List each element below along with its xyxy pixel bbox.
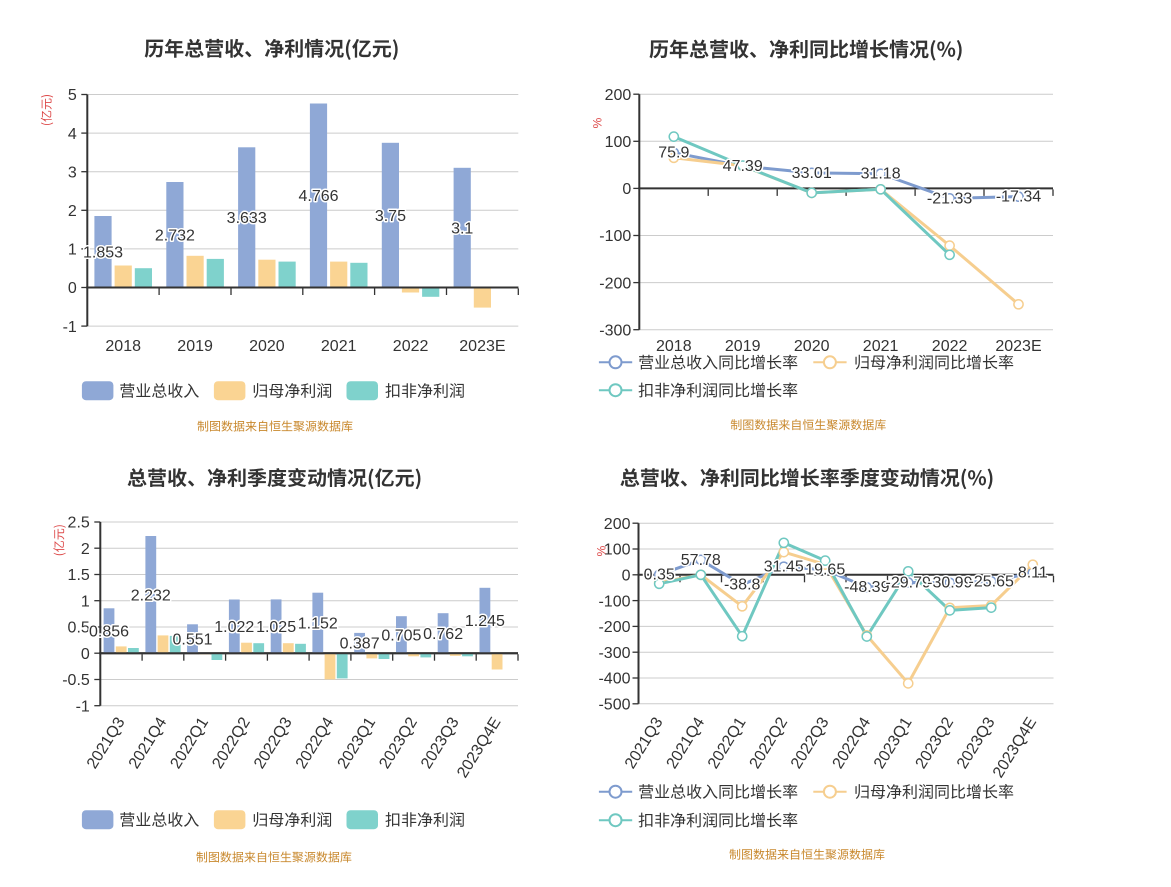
svg-text:3.633: 3.633: [227, 210, 267, 227]
svg-text:1: 1: [81, 593, 90, 610]
svg-text:0: 0: [622, 568, 631, 585]
svg-text:2: 2: [68, 203, 77, 220]
svg-text:3.1: 3.1: [451, 220, 473, 237]
svg-text:0.5: 0.5: [68, 620, 90, 637]
svg-text:-30.99: -30.99: [927, 575, 972, 592]
svg-text:-21.33: -21.33: [927, 190, 972, 207]
svg-text:-200: -200: [599, 275, 631, 292]
svg-text:0.387: 0.387: [340, 636, 380, 653]
svg-text:0.551: 0.551: [172, 631, 212, 648]
svg-text:1: 1: [68, 242, 77, 259]
svg-text:2.232: 2.232: [131, 587, 171, 604]
svg-text:-17.34: -17.34: [996, 189, 1041, 206]
svg-text:200: 200: [605, 87, 632, 104]
svg-text:1.152: 1.152: [298, 616, 338, 633]
svg-text:3: 3: [68, 164, 77, 181]
svg-text:-1: -1: [63, 319, 77, 336]
svg-text:2022: 2022: [932, 338, 968, 355]
svg-text:-38.8: -38.8: [724, 577, 761, 594]
svg-text:2023E: 2023E: [459, 338, 505, 355]
svg-text:1.853: 1.853: [83, 244, 123, 261]
svg-text:2018: 2018: [105, 338, 141, 355]
svg-text:47.39: 47.39: [723, 158, 763, 175]
svg-text:2021: 2021: [321, 338, 357, 355]
svg-text:4.766: 4.766: [298, 188, 338, 205]
svg-text:0: 0: [68, 280, 77, 297]
svg-text:33.01: 33.01: [792, 165, 832, 182]
svg-text:-100: -100: [599, 228, 631, 245]
svg-text:100: 100: [605, 134, 632, 151]
svg-text:0: 0: [81, 646, 90, 663]
svg-text:4: 4: [68, 126, 77, 143]
svg-text:-48.39: -48.39: [844, 579, 889, 596]
svg-text:1.022: 1.022: [214, 619, 254, 636]
svg-text:-500: -500: [598, 697, 630, 714]
svg-text:0.856: 0.856: [89, 623, 129, 640]
svg-text:2022: 2022: [393, 338, 429, 355]
svg-text:100: 100: [604, 542, 631, 559]
svg-text:1.5: 1.5: [68, 567, 90, 584]
svg-text:1.025: 1.025: [256, 619, 296, 636]
svg-text:0.762: 0.762: [423, 626, 463, 643]
svg-text:1.245: 1.245: [465, 613, 505, 630]
svg-text:%: %: [594, 545, 608, 556]
svg-text:0: 0: [622, 181, 631, 198]
svg-text:31.18: 31.18: [861, 166, 901, 183]
svg-text:0.35: 0.35: [644, 567, 675, 584]
svg-text:2019: 2019: [177, 338, 213, 355]
svg-text:3.75: 3.75: [375, 208, 406, 225]
svg-text:2.732: 2.732: [155, 228, 195, 245]
svg-text:75.9: 75.9: [658, 145, 689, 162]
svg-text:57.78: 57.78: [681, 552, 721, 569]
svg-text:0.705: 0.705: [381, 627, 421, 644]
svg-text:%: %: [591, 117, 605, 128]
svg-text:8.11: 8.11: [1018, 565, 1048, 582]
svg-text:-100: -100: [598, 593, 630, 610]
svg-text:-200: -200: [598, 619, 630, 636]
svg-text:-25.65: -25.65: [969, 573, 1014, 590]
svg-text:2: 2: [81, 541, 90, 558]
svg-text:-300: -300: [599, 322, 631, 339]
svg-text:2.5: 2.5: [68, 515, 90, 532]
svg-text:5: 5: [68, 87, 77, 104]
svg-text:2020: 2020: [794, 338, 830, 355]
svg-text:2021: 2021: [863, 338, 899, 355]
svg-text:2018: 2018: [656, 338, 692, 355]
svg-text:-400: -400: [598, 671, 630, 688]
svg-text:2020: 2020: [249, 338, 285, 355]
svg-text:31.45: 31.45: [764, 559, 804, 576]
svg-text:2019: 2019: [725, 338, 761, 355]
svg-text:-1: -1: [76, 698, 90, 715]
svg-text:-0.5: -0.5: [62, 672, 90, 689]
svg-text:19.65: 19.65: [805, 562, 845, 579]
svg-text:-29.79: -29.79: [886, 574, 931, 591]
svg-text:200: 200: [604, 516, 631, 533]
svg-text:-300: -300: [598, 645, 630, 662]
svg-text:2023E: 2023E: [995, 338, 1041, 355]
